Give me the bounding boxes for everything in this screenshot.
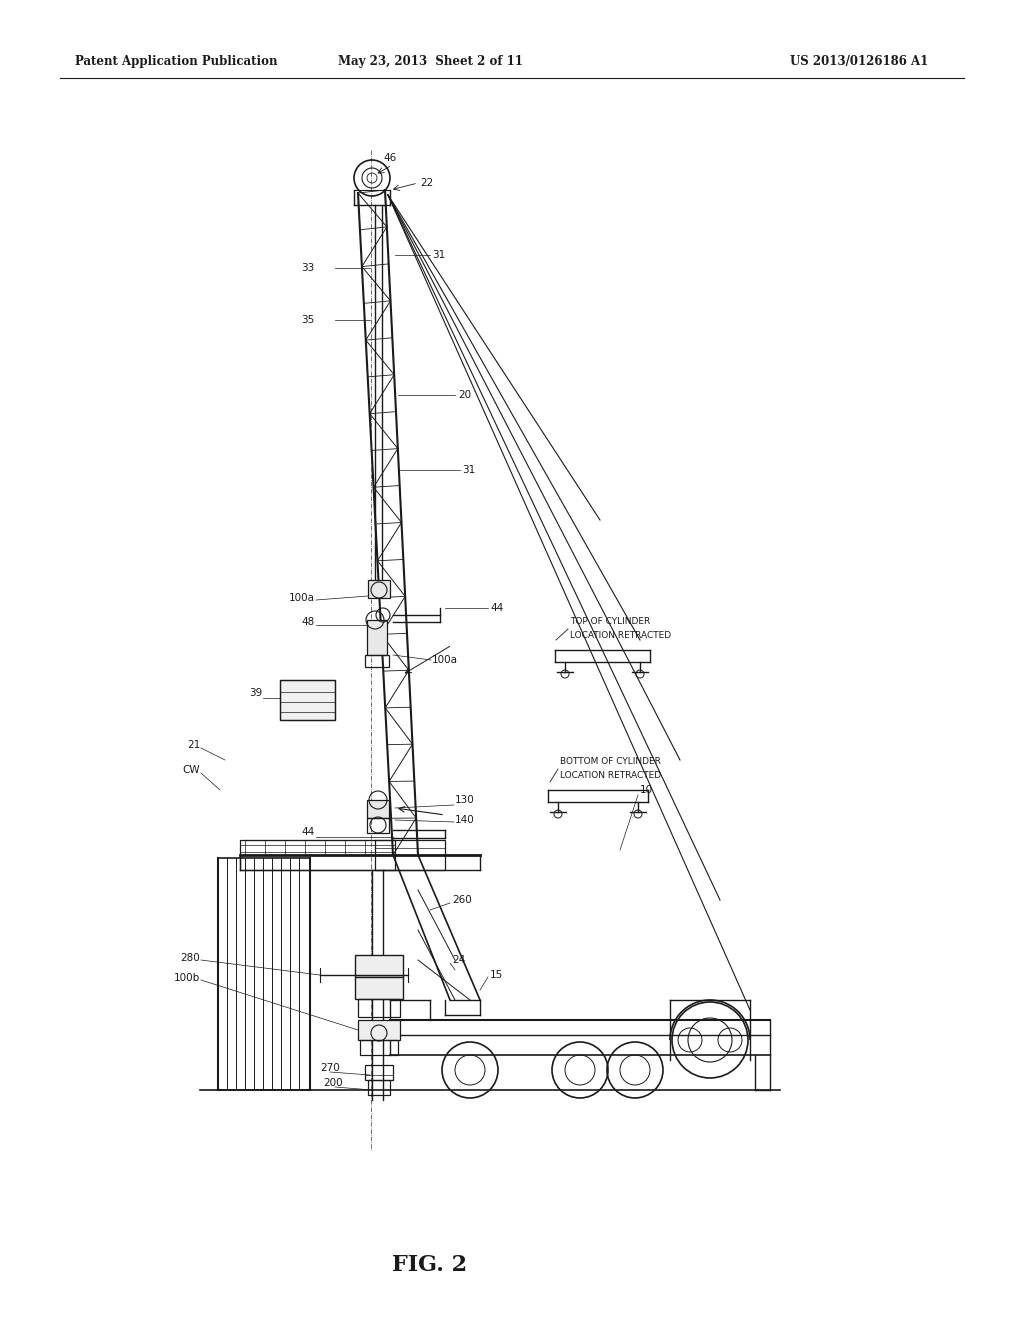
Text: 24: 24 [452, 954, 465, 965]
Text: 31: 31 [462, 465, 475, 475]
Text: 15: 15 [490, 970, 503, 979]
Text: 35: 35 [301, 315, 314, 325]
Bar [367, 818, 389, 833]
Text: 10: 10 [640, 785, 653, 795]
Text: 100a: 100a [432, 655, 458, 665]
Text: 270: 270 [321, 1063, 340, 1073]
Text: May 23, 2013  Sheet 2 of 11: May 23, 2013 Sheet 2 of 11 [338, 55, 522, 69]
Text: 130: 130 [455, 795, 475, 805]
Text: CW: CW [182, 766, 200, 775]
Text: FIG. 2: FIG. 2 [392, 1254, 468, 1276]
Text: 44: 44 [302, 828, 315, 837]
Bar [365, 655, 389, 667]
Text: 20: 20 [458, 389, 471, 400]
Text: 39: 39 [249, 688, 262, 698]
Text: TOP OF CYLINDER: TOP OF CYLINDER [570, 618, 650, 627]
Text: LOCATION RETRACTED: LOCATION RETRACTED [570, 631, 671, 640]
Bar [368, 579, 390, 598]
Text: BOTTOM OF CYLINDER: BOTTOM OF CYLINDER [560, 758, 660, 767]
Text: 100a: 100a [289, 593, 315, 603]
Bar [358, 999, 400, 1016]
Text: 280: 280 [180, 953, 200, 964]
Text: US 2013/0126186 A1: US 2013/0126186 A1 [790, 55, 928, 69]
Bar [358, 1020, 400, 1040]
Bar [365, 1065, 393, 1080]
Text: 44: 44 [490, 603, 503, 612]
Text: 100b: 100b [174, 973, 200, 983]
Text: 46: 46 [383, 153, 396, 162]
Bar [240, 840, 395, 870]
Text: 260: 260 [452, 895, 472, 906]
Bar [280, 680, 335, 719]
Text: 31: 31 [432, 249, 445, 260]
Bar [355, 977, 403, 999]
Bar [280, 680, 335, 719]
Text: Patent Application Publication: Patent Application Publication [75, 55, 278, 69]
Bar [368, 1080, 390, 1096]
Text: LOCATION RETRACTED: LOCATION RETRACTED [560, 771, 662, 780]
Bar [367, 800, 389, 818]
Bar [367, 620, 387, 655]
Text: 33: 33 [301, 263, 314, 273]
Bar [375, 840, 445, 870]
Text: 140: 140 [455, 814, 475, 825]
Bar [360, 1040, 398, 1055]
Text: 200: 200 [324, 1078, 343, 1088]
Text: 22: 22 [420, 178, 433, 187]
Text: 48: 48 [302, 616, 315, 627]
Text: 21: 21 [186, 741, 200, 750]
Bar [355, 954, 403, 977]
